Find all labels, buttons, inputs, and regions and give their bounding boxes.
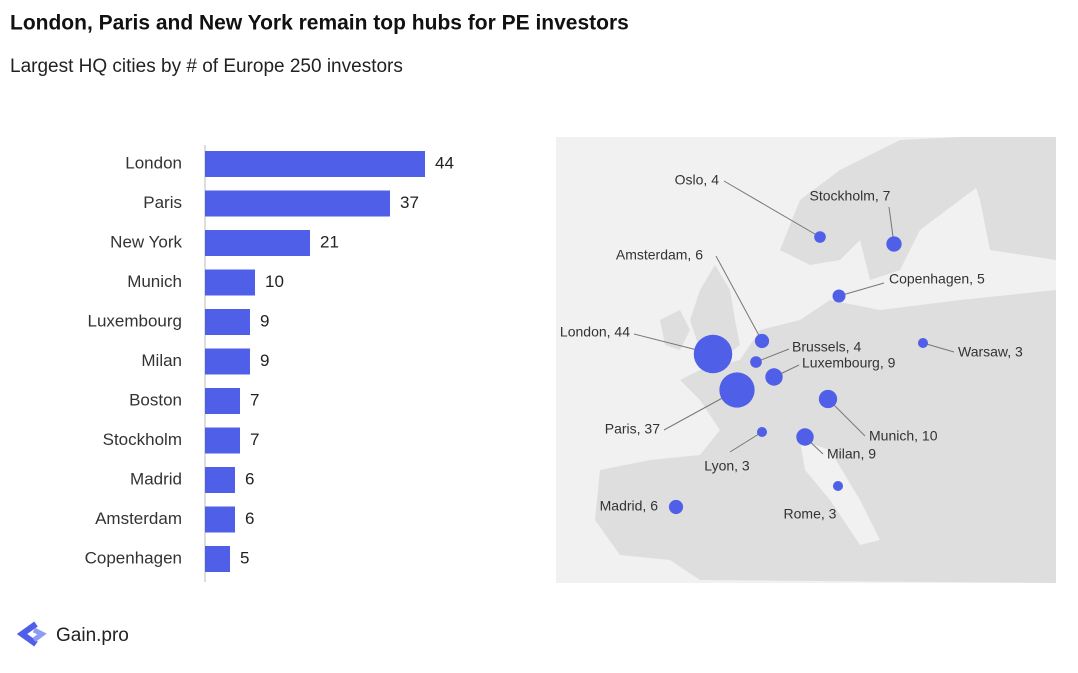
category-label: New York — [110, 232, 182, 251]
bubble — [814, 231, 826, 243]
leader-line — [715, 255, 763, 342]
bubble-label: Brussels, 4 — [792, 339, 861, 355]
logo — [16, 621, 47, 647]
bubble — [886, 236, 902, 252]
value-label: 5 — [240, 548, 249, 567]
bar — [205, 348, 250, 375]
category-label: London — [125, 153, 182, 172]
bubble-label: Luxembourg, 9 — [802, 355, 896, 371]
leader-line — [755, 348, 790, 363]
bar — [205, 388, 240, 414]
bubble — [832, 289, 846, 303]
category-label: Paris — [143, 193, 182, 212]
category-label: Stockholm — [103, 430, 182, 449]
bubble-label: Milan, 9 — [827, 446, 876, 462]
leader-line — [723, 180, 821, 238]
map-background — [556, 137, 1056, 583]
title: London, Paris and New York remain top hu… — [10, 12, 629, 35]
category-label: Copenhagen — [85, 548, 182, 567]
value-label: 9 — [260, 311, 269, 330]
bubble — [754, 333, 770, 349]
category-label: Madrid — [130, 469, 182, 488]
logo-text: Gain.pro — [56, 625, 129, 646]
value-label: 21 — [320, 232, 339, 251]
category-label: Milan — [141, 351, 182, 370]
value-label: 10 — [265, 272, 284, 291]
bar — [205, 309, 250, 335]
value-label: 44 — [435, 153, 454, 172]
bubble-label: Amsterdam, 6 — [616, 247, 703, 263]
bar — [205, 467, 235, 493]
bubble — [756, 426, 768, 438]
leader-line — [922, 342, 955, 353]
bubble-label: Lyon, 3 — [704, 458, 750, 474]
bubble-label: Rome, 3 — [784, 506, 837, 522]
bubble — [917, 337, 929, 349]
value-label: 37 — [400, 193, 419, 212]
subtitle: Largest HQ cities by # of Europe 250 inv… — [10, 56, 403, 77]
value-label: 6 — [245, 509, 254, 528]
value-label: 7 — [250, 390, 259, 409]
bar — [205, 546, 230, 572]
leader-line — [838, 282, 885, 297]
bubble — [796, 428, 814, 446]
bubble — [765, 368, 783, 386]
value-label: 6 — [245, 469, 254, 488]
bubble-label: Copenhagen, 5 — [889, 271, 985, 287]
category-label: Boston — [129, 390, 182, 409]
bubble — [750, 356, 762, 368]
category-label: Amsterdam — [95, 509, 182, 528]
bubble — [719, 372, 755, 408]
category-label: Luxembourg — [87, 311, 182, 330]
bar — [205, 151, 425, 177]
bubble-label: Munich, 10 — [869, 428, 938, 444]
bar — [205, 230, 310, 256]
value-label: 9 — [260, 351, 269, 370]
category-label: Munich — [127, 272, 182, 291]
bubble — [832, 480, 844, 492]
bubble-label: Warsaw, 3 — [958, 344, 1023, 360]
bubble-label: London, 44 — [560, 324, 630, 340]
bubble — [693, 334, 733, 374]
bubble-label: Stockholm, 7 — [810, 188, 891, 204]
bar — [205, 506, 235, 533]
leader-line — [729, 431, 763, 453]
value-label: 7 — [250, 430, 259, 449]
bar — [205, 190, 390, 217]
bubble-label: Oslo, 4 — [675, 172, 720, 188]
bar — [205, 427, 240, 454]
bubble-label: Paris, 37 — [605, 421, 660, 437]
bar — [205, 269, 255, 296]
bubble — [818, 389, 838, 409]
bubble — [668, 499, 684, 515]
bubble-label: Madrid, 6 — [600, 498, 659, 514]
